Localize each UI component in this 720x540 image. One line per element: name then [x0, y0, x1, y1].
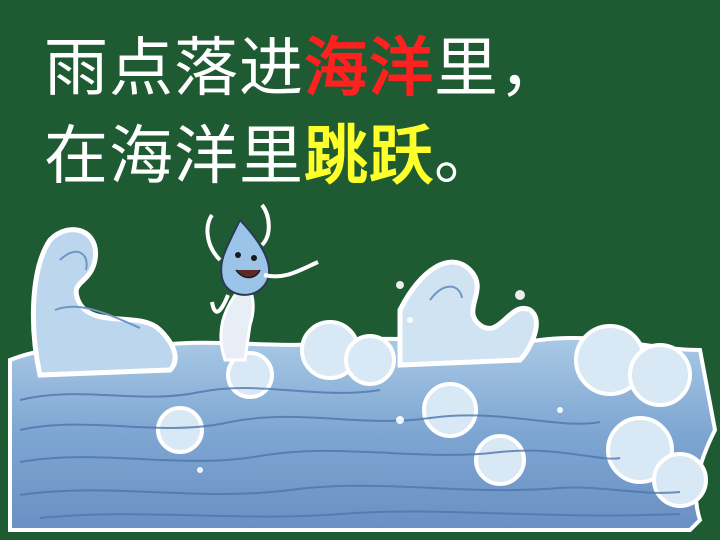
line-2-text: 在海洋里: [44, 120, 304, 194]
right-wave-curl: [397, 259, 539, 368]
line-1-rest: 里，: [434, 32, 564, 106]
ocean-waves-illustration: [8, 203, 718, 532]
line-2-rest: 。: [434, 120, 499, 194]
line-2-highlight-jump: 跳跃: [304, 120, 434, 194]
line-1-highlight-ocean: 海洋: [304, 32, 434, 106]
foam-clouds: [156, 320, 708, 508]
line-1-text: 雨点落进: [44, 32, 304, 106]
wave-lines: [19, 387, 681, 519]
left-wave-curl: [30, 227, 178, 378]
droplets: [197, 281, 563, 473]
raindrop-character: [205, 203, 319, 362]
text-line-2: 在海洋里跳跃。: [44, 122, 499, 192]
text-line-1: 雨点落进海洋里，: [44, 34, 564, 104]
